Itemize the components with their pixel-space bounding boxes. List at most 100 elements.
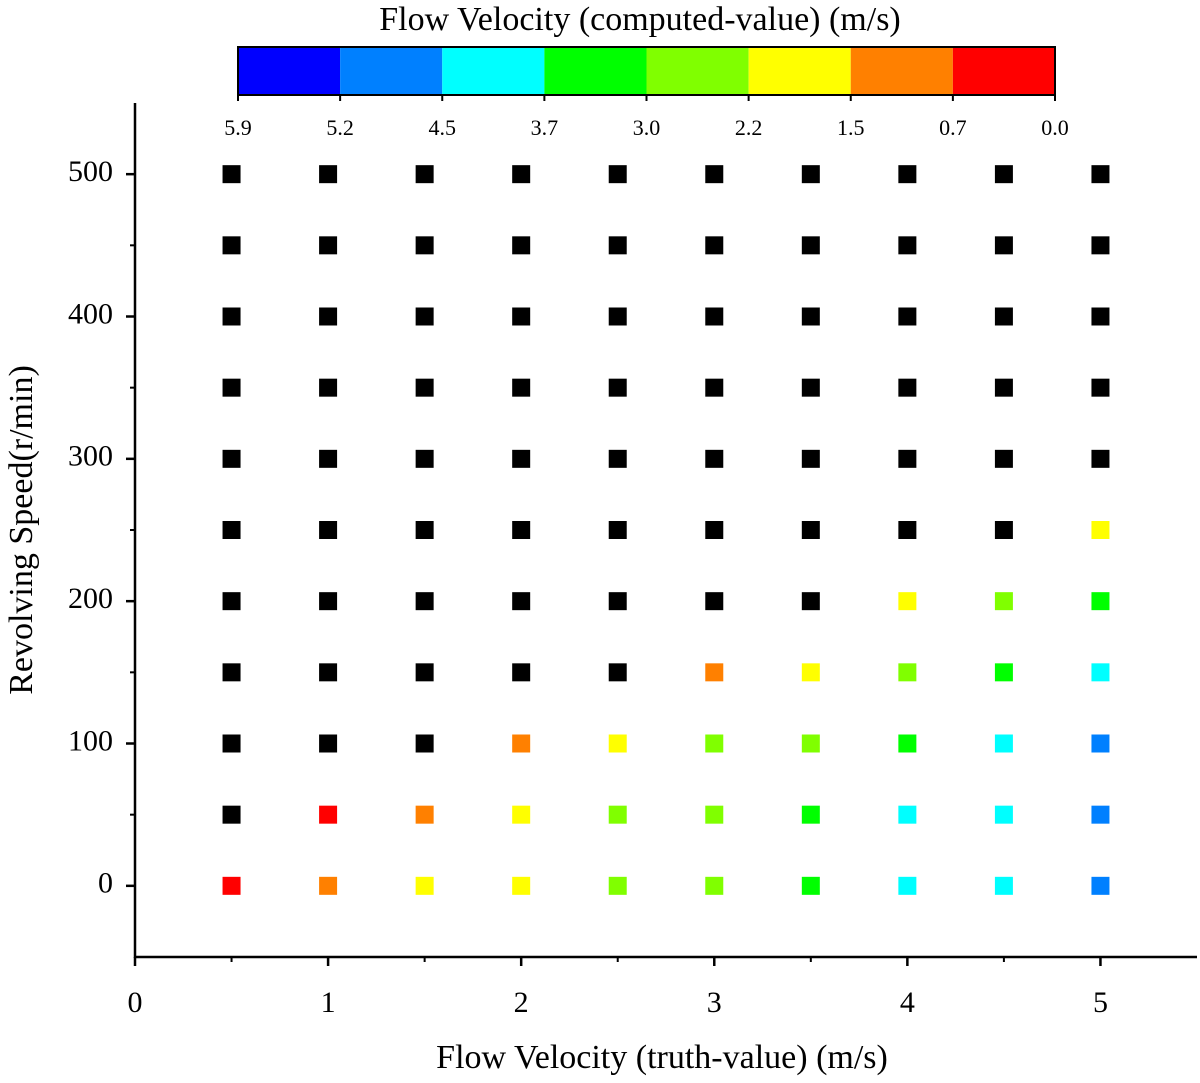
point <box>1091 521 1110 539</box>
point <box>415 876 434 895</box>
point <box>994 378 1013 397</box>
point <box>319 876 338 895</box>
point <box>608 378 627 397</box>
point <box>415 307 434 326</box>
point <box>415 663 434 682</box>
colorbar-tick-label: 4.5 <box>429 115 457 140</box>
point <box>608 663 627 682</box>
point <box>1091 378 1110 397</box>
point <box>801 378 820 397</box>
point <box>608 449 627 468</box>
y-tick-label: 300 <box>68 440 113 473</box>
point <box>415 521 434 539</box>
colorbar-tick-label: 3.7 <box>531 115 559 140</box>
point <box>512 592 531 611</box>
point <box>801 876 820 895</box>
point <box>222 521 241 539</box>
point <box>222 236 241 255</box>
point <box>415 236 434 255</box>
colorbar-swatch <box>238 47 341 95</box>
point <box>222 734 241 753</box>
point <box>222 165 241 184</box>
point <box>801 236 820 255</box>
point <box>512 449 531 468</box>
point <box>898 165 917 184</box>
point <box>608 165 627 184</box>
point <box>512 307 531 326</box>
point <box>1091 592 1110 611</box>
point <box>898 592 917 611</box>
point <box>705 236 724 255</box>
y-axis-title: Revolving Speed(r/min) <box>3 365 40 695</box>
colorbar-swatch <box>340 47 443 95</box>
y-tick-label: 200 <box>68 582 113 615</box>
point <box>994 165 1013 184</box>
point <box>898 663 917 682</box>
point <box>1091 734 1110 753</box>
colorbar-tick-label: 1.5 <box>837 115 865 140</box>
point <box>898 805 917 824</box>
point <box>319 521 338 539</box>
colorbar-swatch <box>748 47 851 95</box>
point <box>1091 236 1110 255</box>
point <box>801 805 820 824</box>
point <box>994 805 1013 824</box>
point <box>319 592 338 611</box>
point <box>222 876 241 895</box>
point <box>222 805 241 824</box>
point <box>994 521 1013 539</box>
colorbar-swatch <box>544 47 647 95</box>
point <box>512 805 531 824</box>
point <box>994 449 1013 468</box>
y-tick-label: 500 <box>68 155 113 188</box>
point <box>319 236 338 255</box>
point <box>512 236 531 255</box>
point <box>898 307 917 326</box>
point <box>801 734 820 753</box>
point <box>705 521 724 539</box>
point <box>512 663 531 682</box>
point <box>801 165 820 184</box>
colorbar-swatch <box>952 47 1055 95</box>
point <box>222 449 241 468</box>
colorbar-swatch <box>646 47 749 95</box>
point <box>705 449 724 468</box>
x-tick-label: 1 <box>321 986 336 1019</box>
point <box>1091 876 1110 895</box>
point <box>705 307 724 326</box>
point <box>319 805 338 824</box>
colorbar-tick-label: 5.2 <box>326 115 354 140</box>
point <box>705 378 724 397</box>
point <box>801 521 820 539</box>
point <box>608 592 627 611</box>
point <box>222 592 241 611</box>
point <box>415 592 434 611</box>
point <box>801 449 820 468</box>
point <box>801 307 820 326</box>
point <box>801 592 820 611</box>
point <box>319 449 338 468</box>
x-tick-label: 5 <box>1093 986 1108 1019</box>
point <box>512 734 531 753</box>
point <box>994 236 1013 255</box>
point <box>415 378 434 397</box>
point <box>898 449 917 468</box>
point <box>512 521 531 539</box>
point <box>415 449 434 468</box>
point <box>898 876 917 895</box>
point <box>801 663 820 682</box>
point <box>512 876 531 895</box>
point <box>994 592 1013 611</box>
point <box>608 805 627 824</box>
point <box>898 734 917 753</box>
x-tick-label: 2 <box>514 986 529 1019</box>
x-tick-label: 0 <box>128 986 143 1019</box>
colorbar-swatch <box>442 47 545 95</box>
point <box>1091 805 1110 824</box>
point <box>705 663 724 682</box>
point <box>705 734 724 753</box>
point <box>319 734 338 753</box>
point <box>1091 663 1110 682</box>
point <box>1091 307 1110 326</box>
point <box>994 663 1013 682</box>
